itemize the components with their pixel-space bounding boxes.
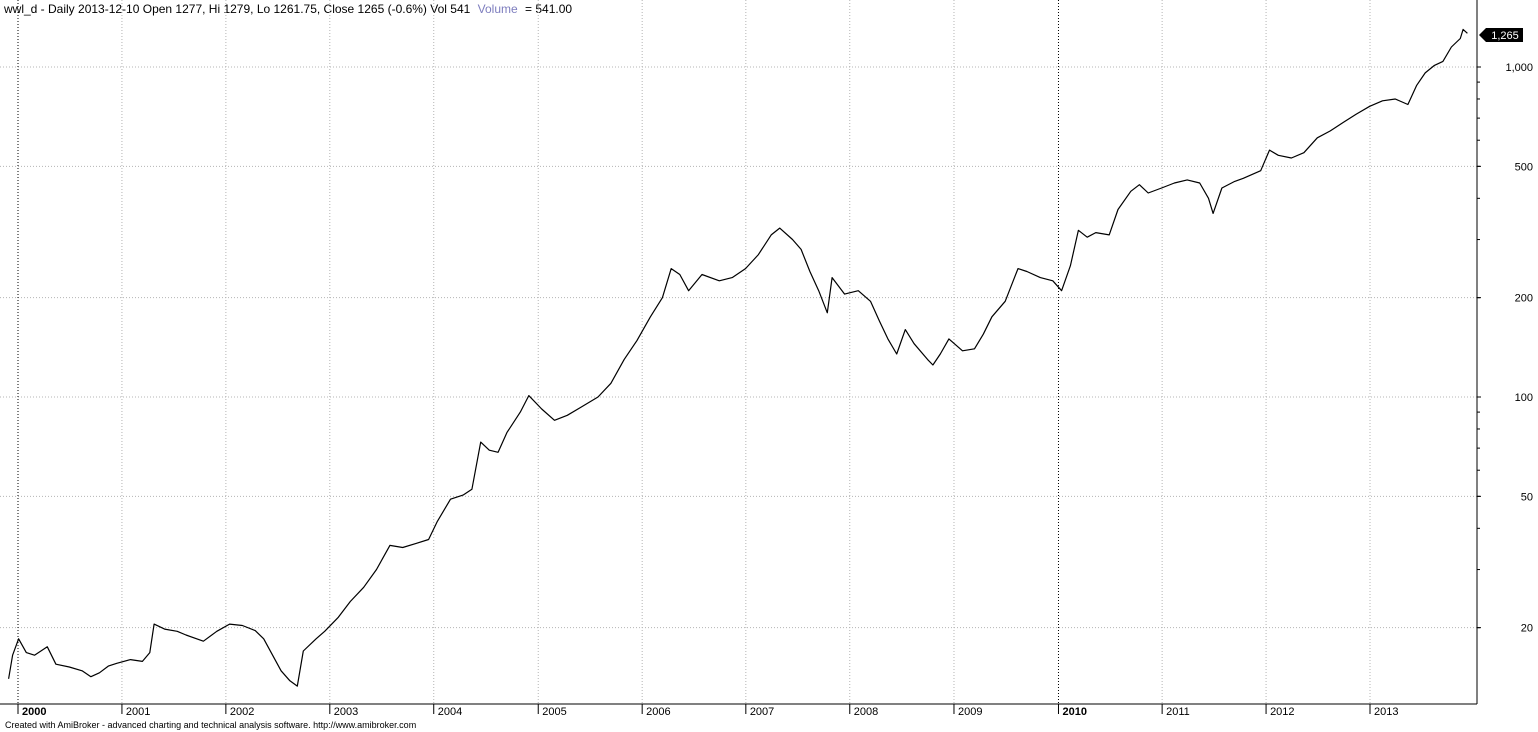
y-tick-label: 1,000: [1505, 62, 1533, 74]
last-price-badge: [1479, 28, 1523, 42]
x-tick-label: 2011: [1166, 706, 1190, 718]
x-tick-label: 2009: [958, 706, 982, 718]
x-tick-label: 2001: [126, 706, 150, 718]
x-tick-label: 2003: [334, 706, 358, 718]
x-tick-label: 2002: [230, 706, 254, 718]
chart-header: wwl_d - Daily 2013-12-10 Open 1277, Hi 1…: [3, 2, 572, 16]
x-tick-label: 2007: [750, 706, 774, 718]
x-tick-label: 2012: [1270, 706, 1294, 718]
x-tick-label: 2006: [646, 706, 670, 718]
y-tick-label: 20: [1521, 623, 1533, 635]
x-axis: 2000 2001 2002 2003 2004 2005 2006 2007 2008 2009…: [17, 704, 1398, 718]
x-tick-label: 2004: [438, 706, 462, 718]
last-price-label: 1,265: [1491, 30, 1519, 42]
vertical-gridlines: [17, 0, 1371, 704]
y-tick-label: 100: [1515, 392, 1533, 404]
y-axis: 20 50 100 200 500 1,000: [1477, 62, 1533, 635]
header-volume-label: Volume: [478, 2, 518, 16]
y-tick-label: 200: [1515, 293, 1533, 305]
last-price-marker: 1,265: [1479, 28, 1523, 42]
x-tick-label: 2010: [1062, 706, 1086, 718]
price-series-line: [8, 28, 1468, 687]
header-volume-value: = 541.00: [525, 2, 572, 16]
footer-credit: Created with AmiBroker - advanced charti…: [5, 720, 416, 730]
x-tick-label: 2013: [1374, 706, 1398, 718]
x-tick-label: 2008: [854, 706, 878, 718]
x-tick-label: 2000: [22, 706, 46, 718]
horizontal-gridlines: [0, 66, 1477, 629]
y-tick-label: 50: [1521, 491, 1533, 503]
x-tick-label: 2005: [542, 706, 566, 718]
header-quote: wwl_d - Daily 2013-12-10 Open 1277, Hi 1…: [3, 2, 471, 16]
y-tick-label: 500: [1515, 161, 1533, 173]
